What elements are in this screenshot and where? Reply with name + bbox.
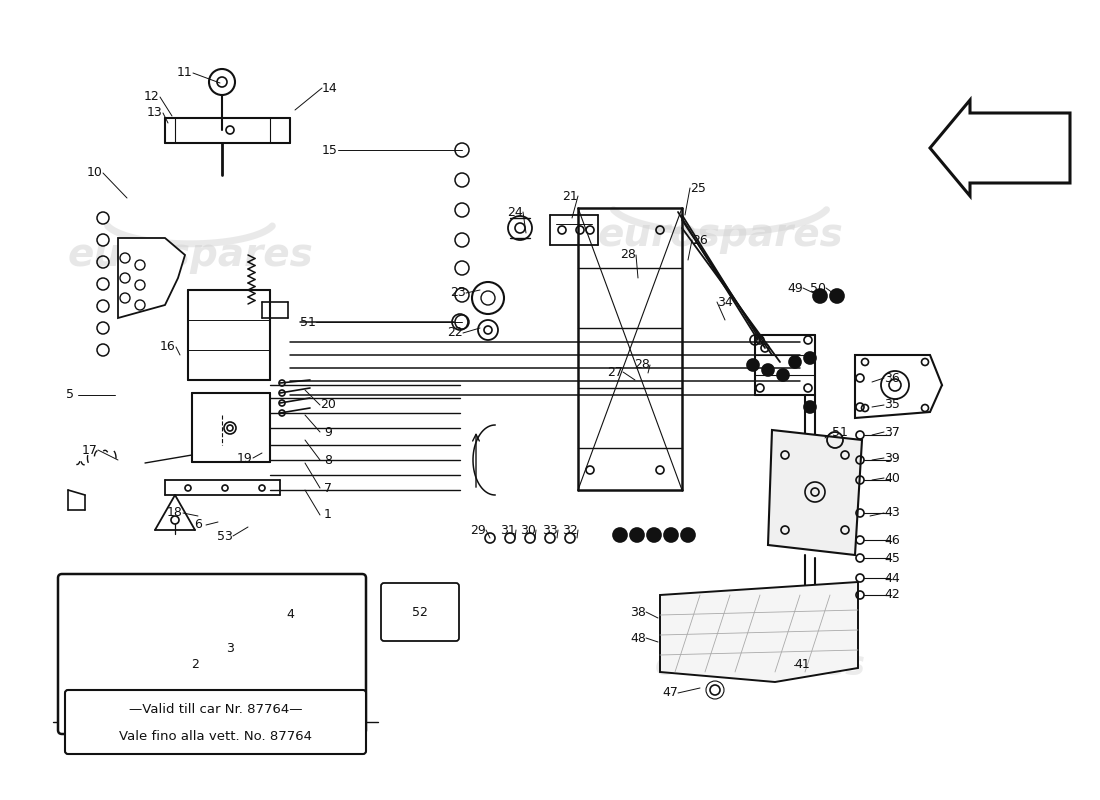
Text: 44: 44 — [884, 571, 900, 585]
Text: 10: 10 — [87, 166, 103, 179]
Circle shape — [804, 401, 816, 413]
Circle shape — [647, 528, 661, 542]
Polygon shape — [118, 238, 185, 318]
Polygon shape — [930, 100, 1070, 196]
Text: 3: 3 — [227, 642, 234, 654]
Polygon shape — [855, 355, 942, 418]
Text: 29: 29 — [470, 523, 486, 537]
Text: 25: 25 — [690, 182, 706, 194]
Text: 28: 28 — [634, 358, 650, 371]
Text: 1: 1 — [324, 509, 332, 522]
Circle shape — [830, 289, 844, 303]
Text: 6: 6 — [194, 518, 202, 531]
Text: 15: 15 — [322, 143, 338, 157]
Text: 27: 27 — [607, 366, 623, 378]
Text: 13: 13 — [147, 106, 163, 119]
Text: 7: 7 — [324, 482, 332, 494]
Text: 42: 42 — [884, 589, 900, 602]
Text: 31: 31 — [500, 523, 516, 537]
Text: 21: 21 — [562, 190, 578, 202]
Text: Vale fino alla vett. No. 87764: Vale fino alla vett. No. 87764 — [119, 730, 312, 743]
Text: eurospares: eurospares — [597, 216, 843, 254]
Circle shape — [664, 528, 678, 542]
Text: 24: 24 — [507, 206, 522, 218]
Text: 19: 19 — [238, 451, 253, 465]
Text: 49: 49 — [788, 282, 803, 294]
Text: 23: 23 — [450, 286, 466, 299]
Text: 37: 37 — [884, 426, 900, 438]
Text: 53: 53 — [217, 530, 233, 542]
Text: 36: 36 — [884, 371, 900, 385]
Text: 17: 17 — [82, 443, 98, 457]
Circle shape — [804, 352, 816, 364]
Text: 11: 11 — [177, 66, 192, 79]
Text: 46: 46 — [884, 534, 900, 546]
FancyBboxPatch shape — [65, 690, 366, 754]
Text: 51: 51 — [300, 315, 316, 329]
Text: 40: 40 — [884, 471, 900, 485]
Text: 12: 12 — [144, 90, 159, 103]
Text: 48: 48 — [630, 631, 646, 645]
Text: 2: 2 — [191, 658, 199, 671]
Text: 35: 35 — [884, 398, 900, 411]
Text: 50: 50 — [810, 282, 826, 294]
Text: 47: 47 — [662, 686, 678, 699]
Circle shape — [762, 364, 774, 376]
Text: 18: 18 — [167, 506, 183, 519]
Text: 41: 41 — [794, 658, 810, 671]
Text: 9: 9 — [324, 426, 332, 438]
Text: 33: 33 — [542, 523, 558, 537]
Text: 22: 22 — [447, 326, 463, 339]
Text: eurospares: eurospares — [94, 615, 286, 645]
Text: 4: 4 — [286, 609, 294, 622]
Circle shape — [813, 289, 827, 303]
Text: 5: 5 — [66, 389, 74, 402]
Text: 28: 28 — [620, 249, 636, 262]
Text: 43: 43 — [884, 506, 900, 519]
Text: eurospares: eurospares — [67, 236, 312, 274]
Circle shape — [789, 356, 801, 368]
Text: 16: 16 — [161, 341, 176, 354]
Text: 38: 38 — [630, 606, 646, 618]
Circle shape — [630, 528, 644, 542]
FancyBboxPatch shape — [58, 574, 366, 734]
Text: 8: 8 — [324, 454, 332, 466]
Circle shape — [747, 359, 759, 371]
Text: 52: 52 — [412, 606, 428, 619]
FancyBboxPatch shape — [381, 583, 459, 641]
Text: eurospares: eurospares — [654, 649, 866, 682]
Circle shape — [613, 528, 627, 542]
Text: 45: 45 — [884, 551, 900, 565]
Text: —Valid till car Nr. 87764—: —Valid till car Nr. 87764— — [129, 702, 303, 716]
Text: 20: 20 — [320, 398, 336, 411]
Polygon shape — [660, 582, 858, 682]
Text: 34: 34 — [717, 295, 733, 309]
Text: 32: 32 — [562, 523, 578, 537]
Text: 39: 39 — [884, 451, 900, 465]
Circle shape — [777, 369, 789, 381]
Polygon shape — [768, 430, 862, 555]
Text: 26: 26 — [692, 234, 708, 246]
Circle shape — [681, 528, 695, 542]
Text: 14: 14 — [322, 82, 338, 94]
Text: 51: 51 — [832, 426, 848, 438]
Text: 30: 30 — [520, 523, 536, 537]
